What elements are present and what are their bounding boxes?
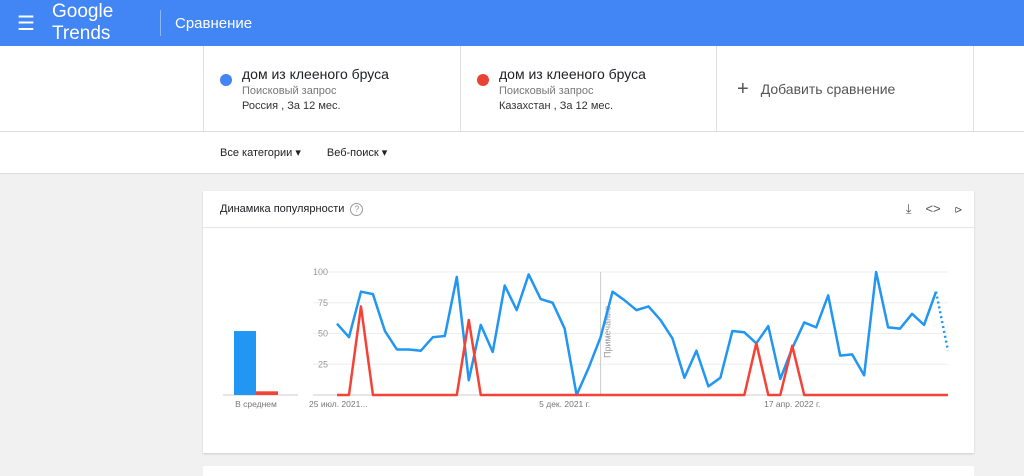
series-line bbox=[336, 270, 938, 397]
line-chart: 25 50 75 100 Примечание 25 июл. 2021... 5 дек.… bbox=[223, 267, 950, 409]
y-tick-label: 25 bbox=[318, 359, 328, 369]
y-tick-label: 50 bbox=[318, 329, 328, 339]
app-header: ☰ Google Trends Сравнение bbox=[0, 0, 1024, 46]
search-type-dropdown[interactable]: Веб-поиск ▾ bbox=[326, 147, 388, 159]
menu-icon[interactable]: ☰ bbox=[17, 12, 35, 35]
download-icon[interactable]: ⤓ bbox=[905, 201, 912, 216]
series-line bbox=[337, 305, 948, 397]
y-tick-label: 100 bbox=[313, 267, 328, 277]
term-type: Поисковый запрос bbox=[242, 85, 337, 97]
average-bar bbox=[234, 331, 256, 395]
logo[interactable]: Google Trends bbox=[52, 1, 114, 44]
x-tick-label: 25 июл. 2021... bbox=[309, 399, 367, 409]
x-tick-label: 5 дек. 2021 г. bbox=[539, 399, 590, 409]
filters-bar: Все категории ▾ Веб-поиск ▾ bbox=[0, 132, 1024, 174]
term-type: Поисковый запрос bbox=[499, 85, 594, 97]
x-tick-label: 17 апр. 2022 г. bbox=[764, 399, 820, 409]
term-region: Казахстан , За 12 мес. bbox=[499, 100, 614, 112]
category-dropdown[interactable]: Все категории ▾ bbox=[220, 147, 301, 159]
interest-over-time-card: Динамика популярности? ⤓ <> ⪧ 25 50 75 100 П… bbox=[203, 191, 974, 453]
help-icon[interactable]: ? bbox=[350, 202, 364, 216]
y-tick-label: 75 bbox=[318, 298, 328, 308]
term-1[interactable]: дом из клееного бруса Поисковый запрос Р… bbox=[203, 46, 460, 132]
term-name: дом из клееного бруса bbox=[242, 66, 389, 82]
series-color-dot bbox=[477, 74, 489, 86]
card-title: Динамика популярности bbox=[220, 203, 345, 215]
page-title: Сравнение bbox=[175, 14, 253, 32]
average-label: В среднем bbox=[235, 399, 277, 409]
series-partial-line bbox=[934, 291, 950, 351]
next-card bbox=[203, 466, 974, 476]
term-2[interactable]: дом из клееного бруса Поисковый запрос К… bbox=[460, 46, 716, 132]
add-comparison-button[interactable]: + Добавить сравнение bbox=[716, 46, 974, 132]
average-bar bbox=[256, 391, 278, 395]
add-comparison-label: Добавить сравнение bbox=[760, 81, 896, 97]
share-icon[interactable]: ⪧ bbox=[954, 201, 962, 216]
note-label: Примечание bbox=[603, 306, 613, 358]
comparison-bar: дом из клееного бруса Поисковый запрос Р… bbox=[0, 46, 1024, 132]
divider bbox=[160, 10, 161, 36]
term-region: Россия , За 12 мес. bbox=[242, 100, 341, 112]
plus-icon: + bbox=[737, 77, 749, 100]
series-color-dot bbox=[220, 74, 232, 86]
term-name: дом из клееного бруса bbox=[499, 66, 646, 82]
embed-icon[interactable]: <> bbox=[925, 201, 941, 216]
